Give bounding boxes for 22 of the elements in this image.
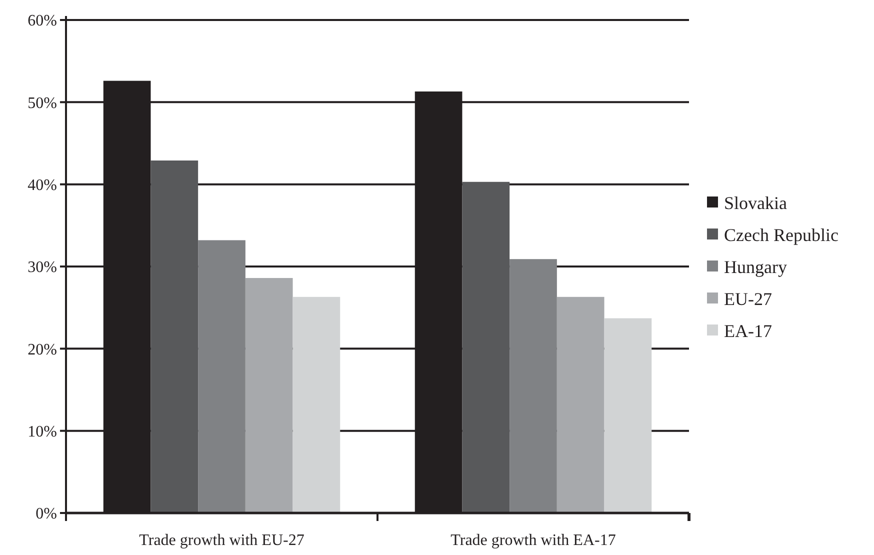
y-tick-label: 30% — [28, 259, 57, 276]
legend-label: Hungary — [724, 256, 787, 277]
x-tick-label: Trade growth with EA-17 — [450, 532, 616, 549]
y-tick-label: 50% — [28, 94, 57, 112]
bar — [604, 318, 652, 513]
legend-label: Czech Republic — [724, 224, 838, 245]
bar — [292, 296, 340, 513]
y-tick-label: 0% — [36, 506, 57, 523]
y-tick-label: 20% — [28, 341, 57, 358]
x-tick-label: Trade growth with EU-27 — [139, 532, 304, 549]
bar — [245, 278, 293, 513]
bar — [556, 296, 604, 513]
legend-label: EA-17 — [724, 320, 772, 341]
legend-label: Slovakia — [724, 192, 787, 213]
bar — [150, 160, 198, 513]
y-tick-label: 60% — [28, 12, 57, 30]
bar — [462, 182, 510, 513]
bar — [198, 240, 246, 513]
y-tick-label: 10% — [28, 423, 57, 440]
legend-label: EU-27 — [724, 288, 772, 309]
bar — [510, 259, 557, 513]
y-tick-label: 40% — [28, 176, 57, 194]
